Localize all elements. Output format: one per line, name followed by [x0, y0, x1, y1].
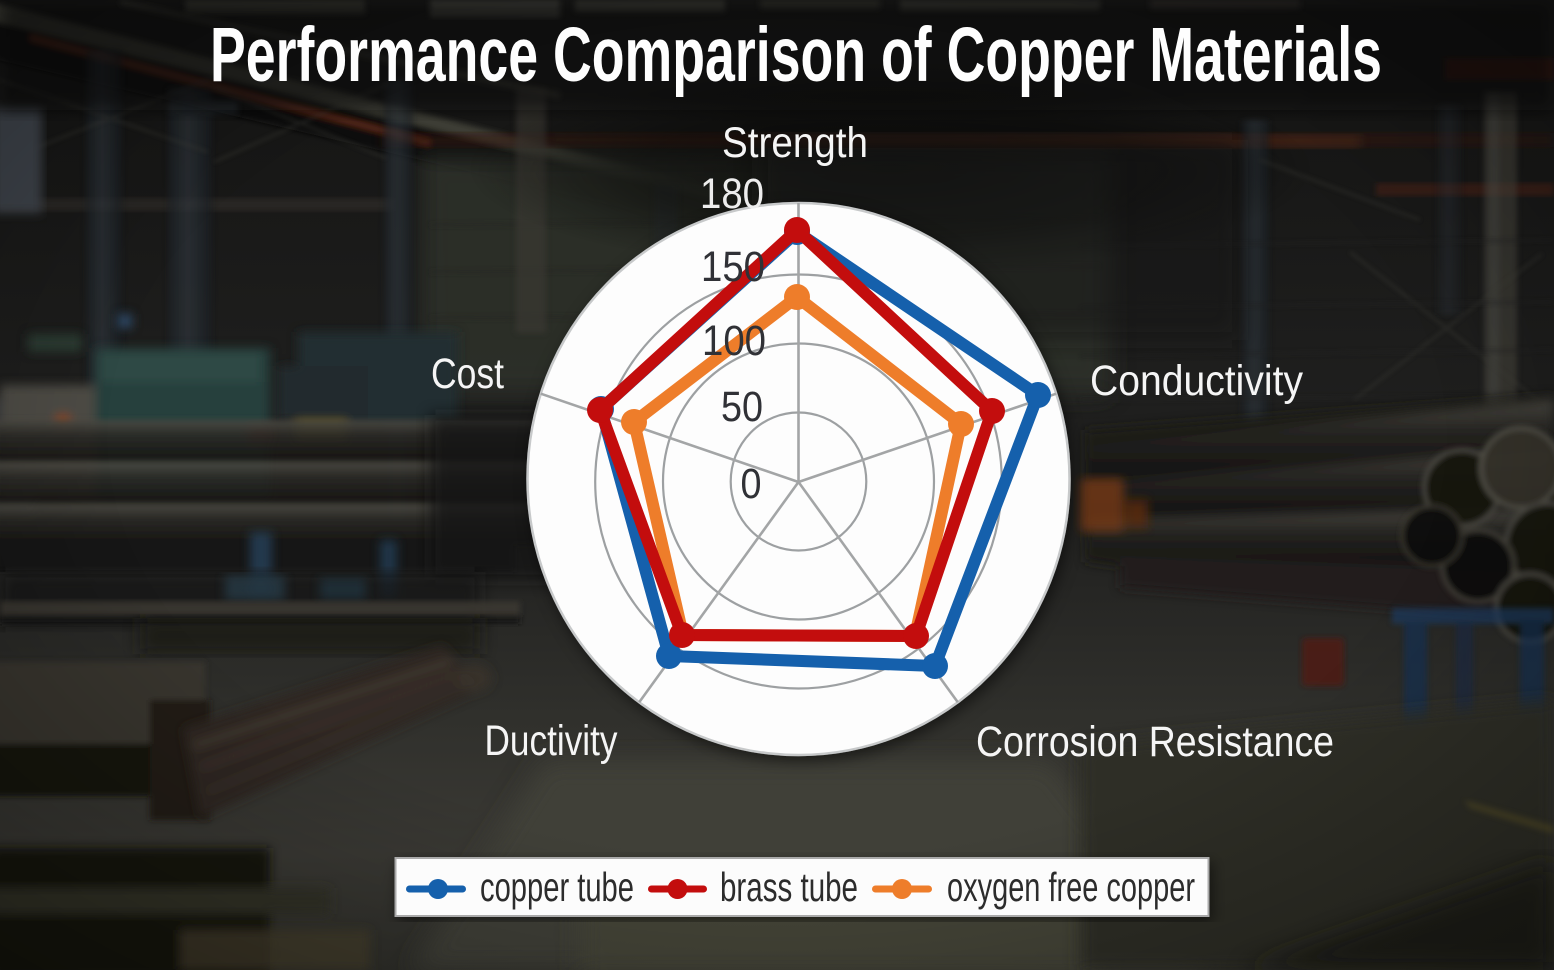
svg-text:brass tube: brass tube: [720, 864, 858, 910]
svg-text:Corrosion Resistance: Corrosion Resistance: [976, 718, 1334, 766]
svg-text:150: 150: [701, 243, 765, 291]
svg-text:50: 50: [721, 383, 763, 431]
svg-text:100: 100: [702, 317, 766, 365]
svg-text:180: 180: [700, 170, 764, 218]
svg-text:Strength: Strength: [722, 119, 868, 167]
svg-text:Conductivity: Conductivity: [1090, 357, 1303, 405]
svg-text:Ductivity: Ductivity: [485, 717, 618, 765]
svg-text:Performance Comparison of Copp: Performance Comparison of Copper Materia…: [210, 12, 1382, 98]
svg-text:0: 0: [741, 460, 762, 508]
svg-text:copper tube: copper tube: [480, 864, 634, 910]
svg-text:Cost: Cost: [431, 350, 504, 398]
svg-text:oxygen free copper: oxygen free copper: [947, 864, 1195, 910]
